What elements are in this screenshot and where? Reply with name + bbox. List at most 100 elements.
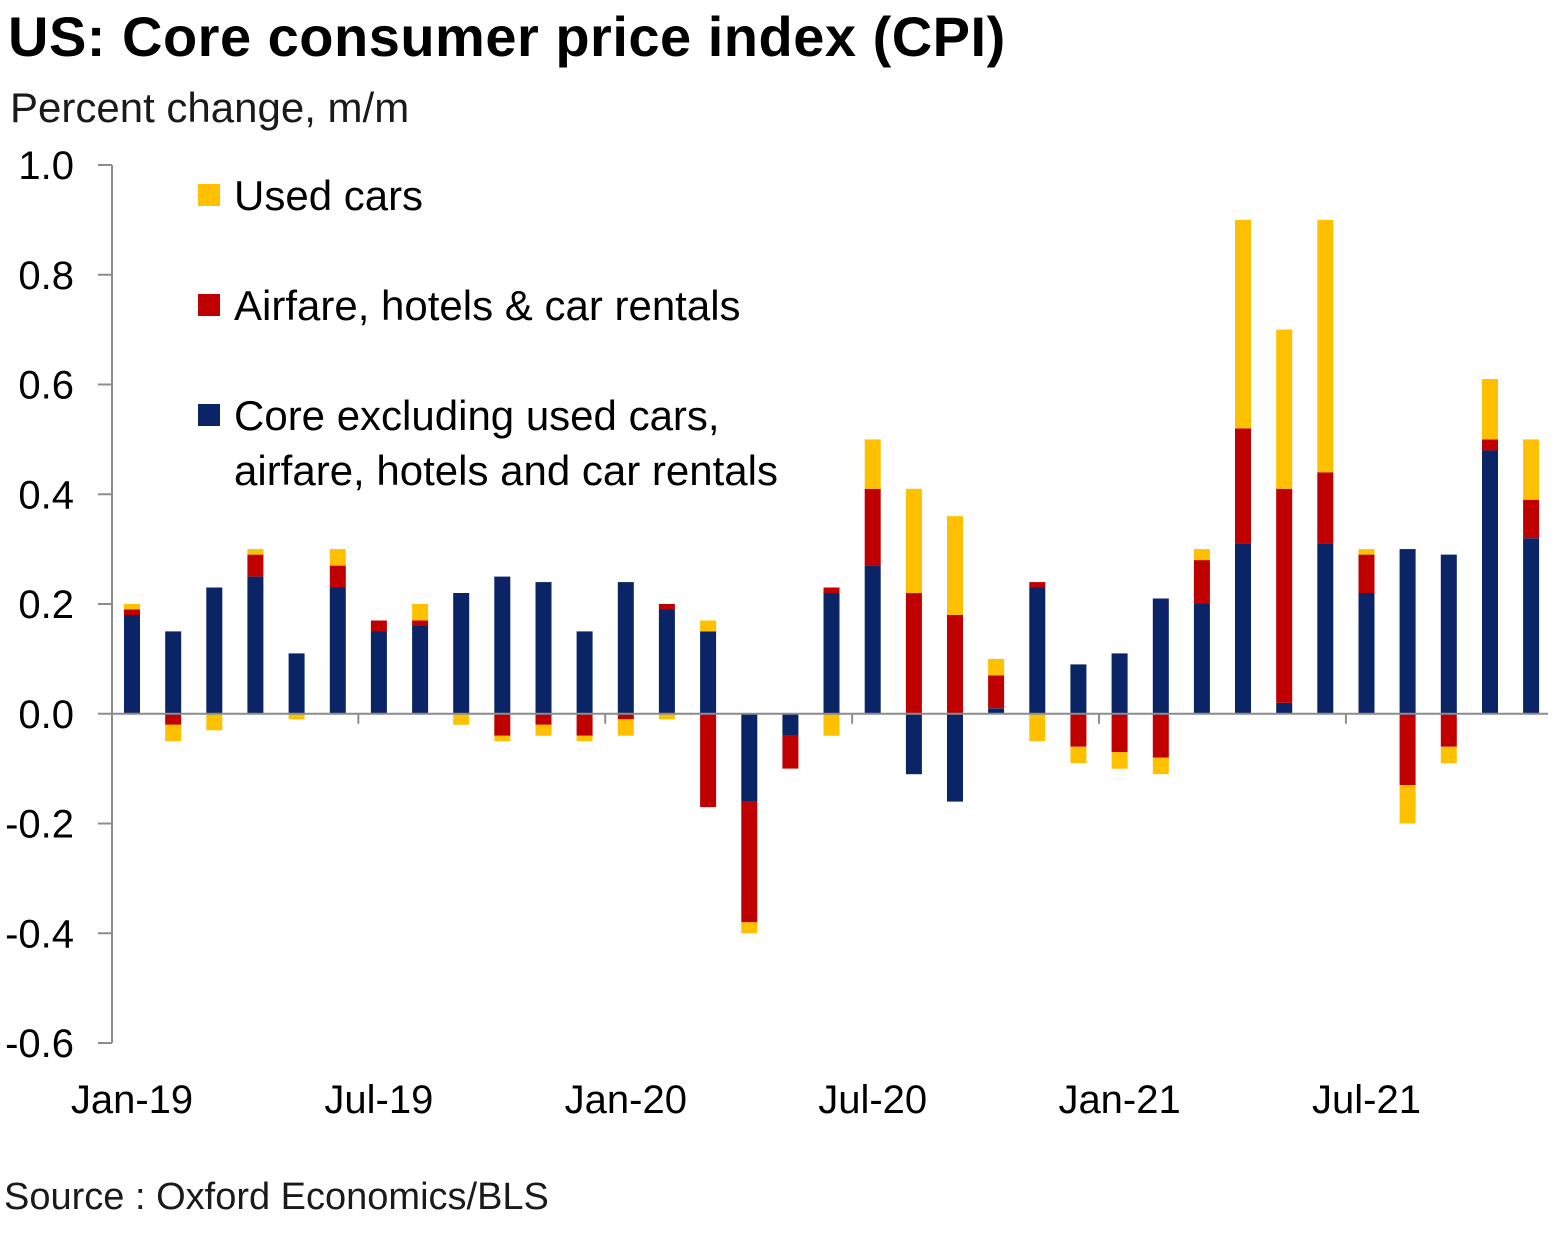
bar-segment (658, 713, 675, 720)
bar-segment (988, 708, 1005, 714)
bar-segment (1523, 439, 1540, 500)
bar-segment (988, 675, 1005, 709)
bar-segment (947, 516, 963, 615)
bar-segment (247, 549, 264, 555)
bar-segment (617, 713, 634, 720)
legend-swatch (198, 184, 220, 206)
y-tick-label: 0.0 (18, 693, 74, 737)
bar-segment (1317, 472, 1334, 544)
bar-segment (905, 593, 922, 714)
bar-segment (247, 576, 264, 714)
bar-segment (947, 615, 963, 714)
bar-segment (782, 735, 799, 769)
bar-segment (576, 713, 593, 736)
bar-segment (988, 658, 1005, 676)
bar-segment (206, 587, 223, 714)
bar-segment (288, 653, 305, 714)
bar-segment (1193, 560, 1210, 604)
bar-segment (1193, 604, 1210, 714)
x-tick-label: Jan-20 (565, 1078, 687, 1122)
bar-segment (741, 801, 758, 923)
x-tick-label: Jul-21 (1312, 1078, 1421, 1122)
axes-layer: 1.0 0.8 0.6 0.4 0.2 0.0 -0.2 -0.4 -0.6 Jan-19 Jul-… (5, 144, 1548, 1122)
bar-segment (494, 713, 511, 736)
bar-segment (1317, 543, 1334, 714)
bar-segment (1235, 428, 1251, 544)
y-tick-label: 1.0 (18, 144, 74, 188)
y-tick-label: 0.6 (18, 364, 74, 408)
bar-segment (494, 576, 511, 714)
bar-segment (1029, 587, 1046, 714)
bar-segment (412, 626, 429, 714)
bar-segment (370, 620, 387, 632)
bar-segment (782, 713, 799, 736)
bar-segment (1111, 653, 1128, 714)
bar-segment (1276, 488, 1293, 703)
bar-segment (1111, 752, 1128, 769)
bar-segment (329, 587, 346, 714)
bar-segment (864, 439, 881, 489)
bar-segment (905, 488, 922, 594)
legend-label: Used cars (234, 172, 423, 219)
legend-label: airfare, hotels and car rentals (234, 447, 778, 494)
bar-segment (947, 713, 963, 802)
bar-segment (1152, 713, 1169, 758)
bar-segment (1029, 582, 1046, 588)
bar-segment (165, 724, 182, 742)
bar-segment (1276, 702, 1293, 714)
bar-segment (535, 713, 552, 725)
y-tick-label: 0.8 (18, 254, 74, 298)
bar-segment (1070, 664, 1087, 714)
bar-segment (576, 735, 593, 742)
bar-segment (658, 609, 675, 714)
bar-segment (905, 713, 922, 775)
bar-segment (1193, 549, 1210, 561)
bar-segment (1358, 593, 1375, 714)
bar-segment (700, 620, 717, 632)
bar-segment (1440, 554, 1457, 714)
bar-segment (1440, 746, 1457, 764)
bar-segment (412, 620, 429, 626)
bar-segment (700, 713, 717, 808)
bar-segment (124, 615, 140, 714)
legend-swatch (198, 404, 220, 426)
bar-segment (741, 713, 758, 802)
bar-segment (453, 713, 470, 725)
y-tick-label: -0.2 (5, 803, 74, 847)
bar-segment (1317, 219, 1334, 473)
y-tick-label: -0.6 (5, 1022, 74, 1066)
legend: Used cars Airfare, hotels & car rentals Co… (198, 172, 778, 494)
x-tick-label: Jul-19 (324, 1078, 433, 1122)
bar-segment (124, 604, 140, 610)
bar-segment (864, 488, 881, 566)
bar-segment (1029, 713, 1046, 742)
bar-segment (535, 582, 552, 714)
bar-segment (1070, 746, 1087, 764)
y-tick-label: 0.2 (18, 583, 74, 627)
x-tick-label: Jan-19 (71, 1078, 193, 1122)
bar-segment (823, 593, 840, 714)
bar-segment (1482, 379, 1498, 440)
bar-segment (1152, 757, 1169, 775)
y-tick-label: -0.4 (5, 912, 74, 956)
bar-segment (658, 604, 675, 610)
bar-segment (206, 713, 223, 731)
bar-segment (329, 549, 346, 566)
bar-segment (576, 631, 593, 714)
chart-subtitle: Percent change, m/m (10, 84, 410, 131)
bar-segment (165, 631, 182, 714)
legend-swatch (198, 294, 220, 316)
bar-segment (617, 582, 634, 714)
bar-segment (1358, 554, 1375, 593)
bar-segment (494, 735, 511, 742)
bar-segment (1399, 549, 1416, 714)
bar-segment (1235, 543, 1251, 714)
bar-segment (700, 631, 717, 714)
bar-segment (1482, 439, 1498, 451)
bar-segment (617, 719, 634, 736)
chart-title: US: Core consumer price index (CPI) (8, 5, 1006, 68)
bar-segment (412, 604, 429, 621)
source-note: Source : Oxford Economics/BLS (4, 1176, 549, 1218)
bar-segment (535, 724, 552, 736)
